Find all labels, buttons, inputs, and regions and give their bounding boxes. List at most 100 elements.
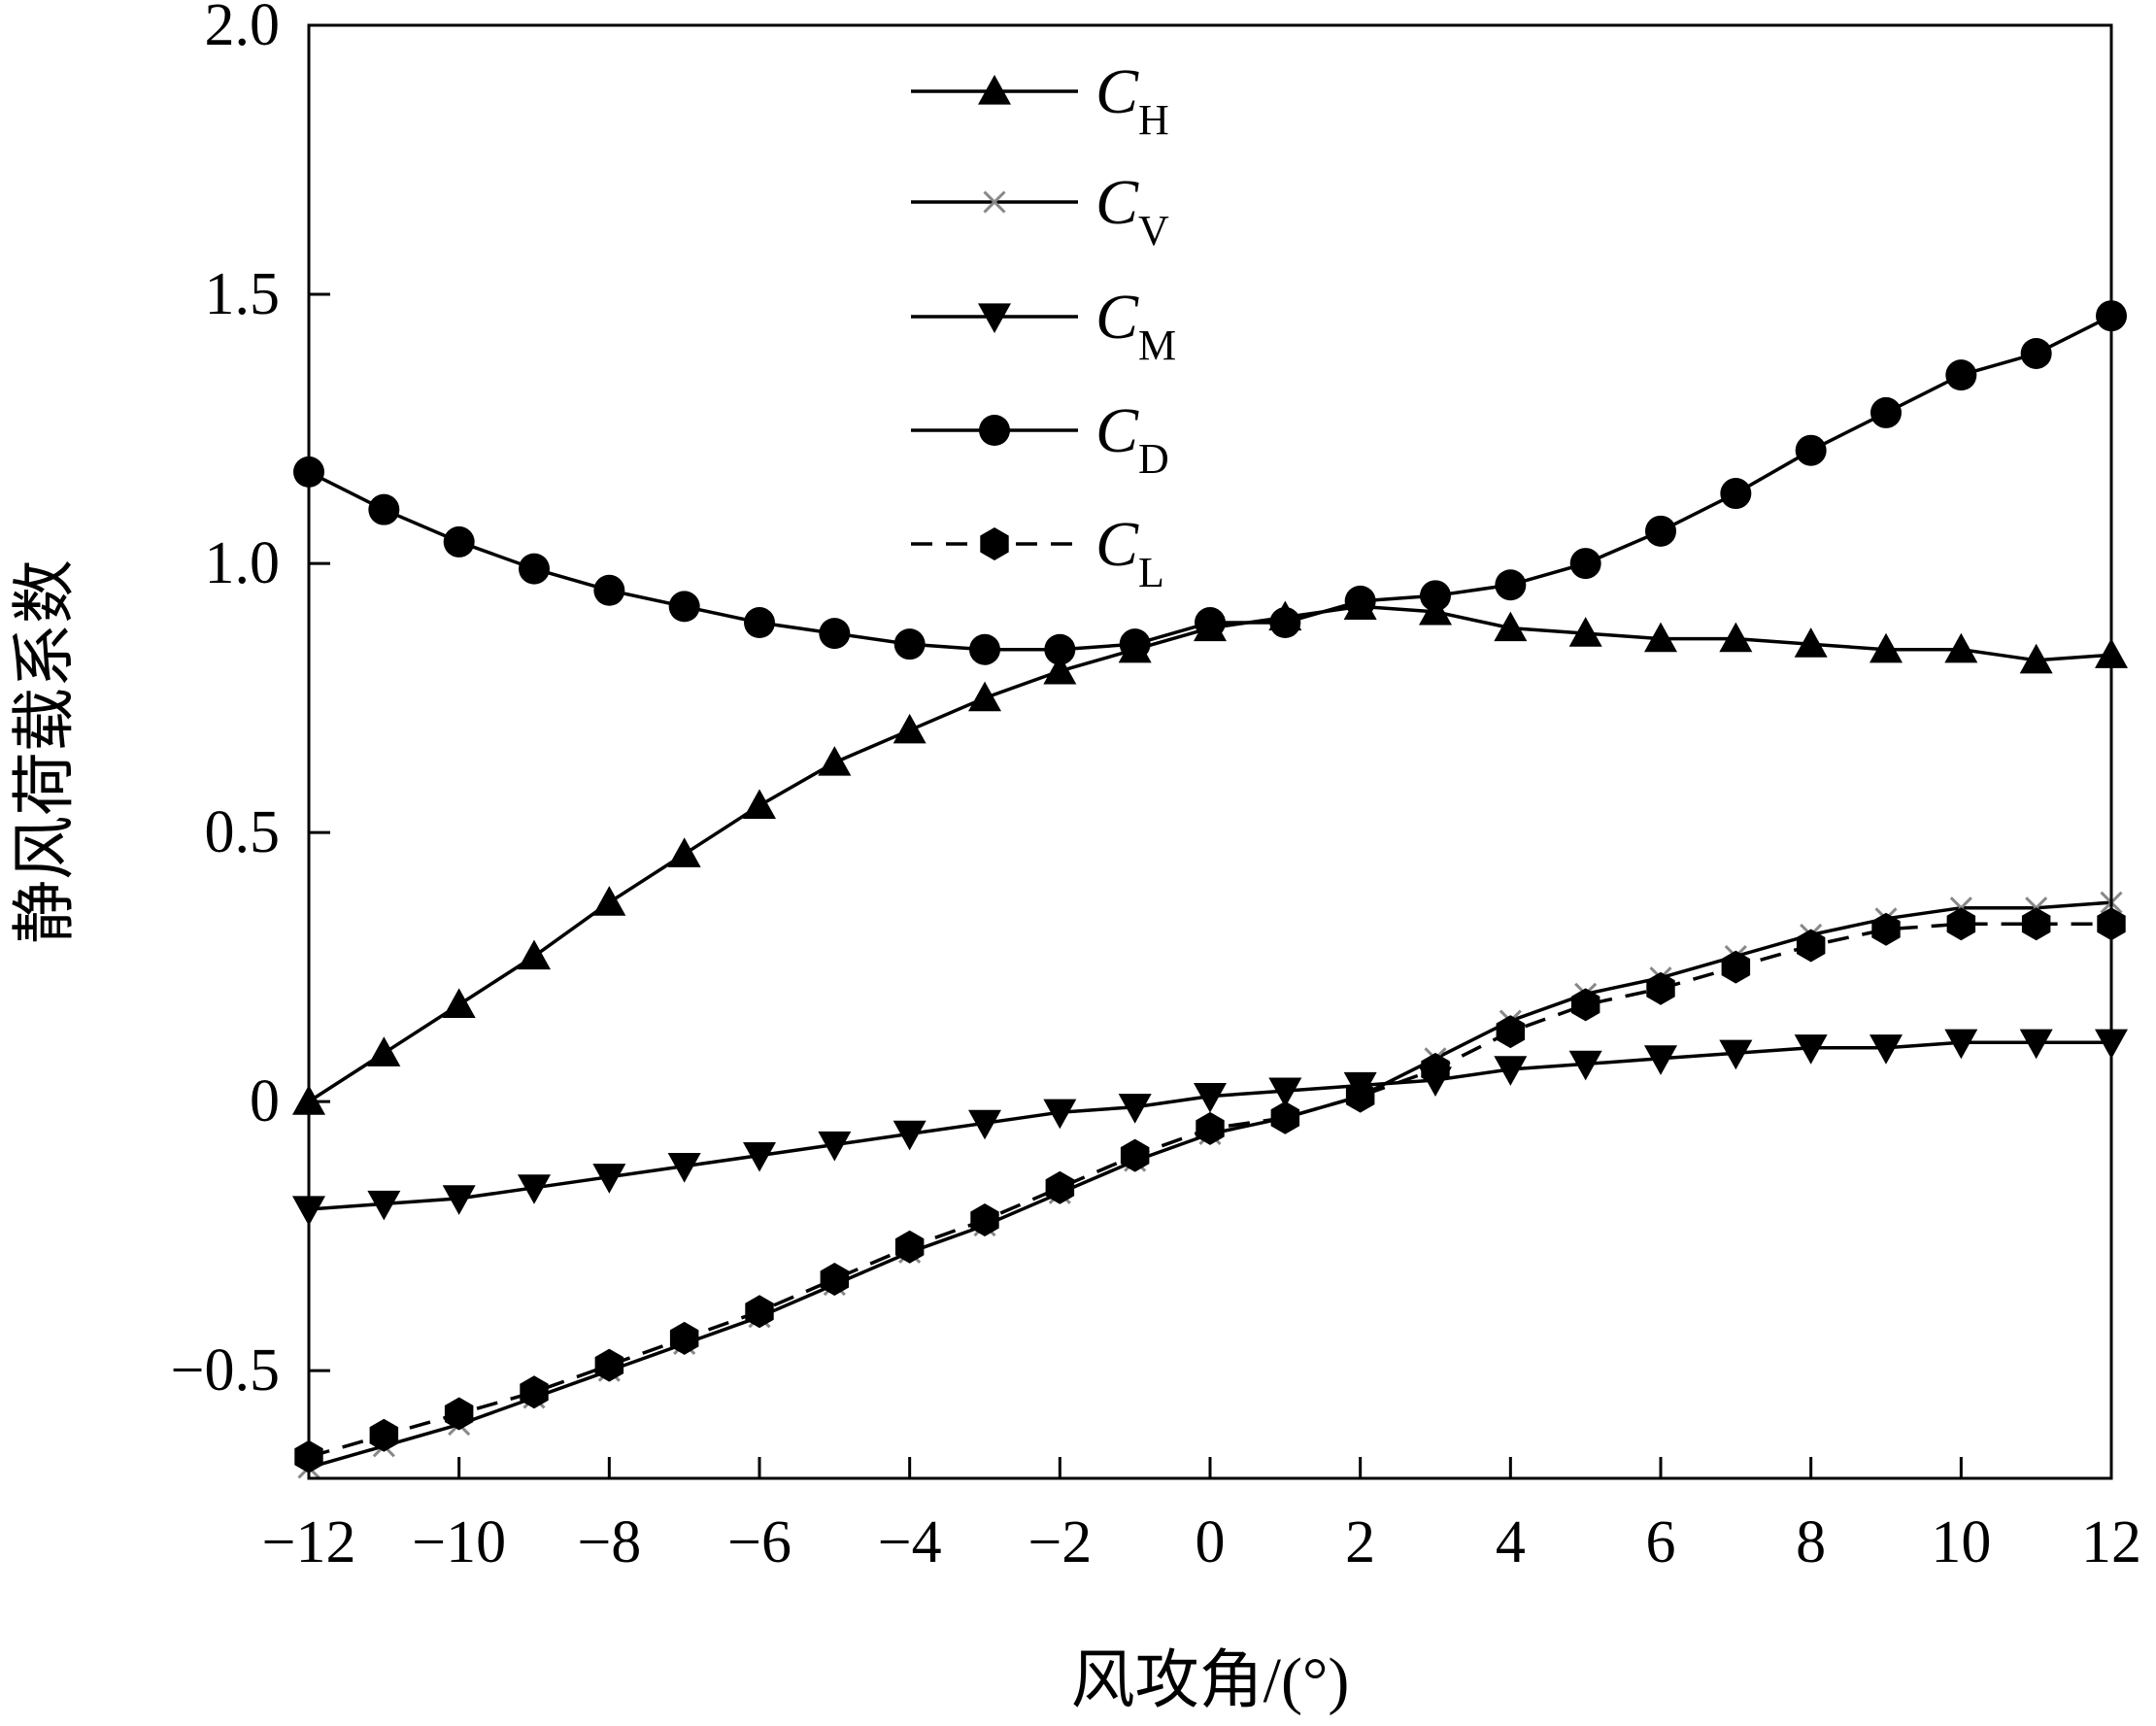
point-c-m <box>1194 1083 1227 1113</box>
point-c-m <box>667 1153 701 1183</box>
point-c-h <box>667 837 701 867</box>
point-c-d <box>1569 548 1601 580</box>
y-tick-label: 1.0 <box>205 530 281 596</box>
point-c-h <box>1719 622 1753 653</box>
legend-item-c-m: CM <box>911 282 1176 369</box>
legend-label-subscript: L <box>1138 549 1164 596</box>
point-c-h <box>2019 643 2053 674</box>
point-c-l <box>1120 1138 1150 1172</box>
point-c-h <box>1568 617 1602 647</box>
legend-item-c-d: CD <box>911 395 1169 483</box>
point-c-l <box>1946 907 1976 941</box>
point-c-m <box>1644 1045 1677 1075</box>
point-c-h <box>743 789 776 820</box>
point-c-m <box>1268 1077 1302 1108</box>
y-tick-label: 2.0 <box>205 0 281 58</box>
series-c-d <box>293 300 2127 665</box>
series-line-c-h <box>308 604 2112 1103</box>
point-c-l <box>1721 950 1751 984</box>
point-c-h <box>818 746 852 776</box>
point-c-m <box>2019 1029 2053 1060</box>
legend-item-c-l: CL <box>911 509 1164 596</box>
plot-frame <box>307 23 2113 1480</box>
point-c-m <box>367 1190 401 1221</box>
point-c-d <box>1344 585 1376 617</box>
series-c-h <box>292 590 2128 1115</box>
point-c-l <box>520 1375 549 1409</box>
point-c-d <box>744 607 775 639</box>
point-c-m <box>893 1120 926 1151</box>
series-c-m <box>292 1029 2128 1226</box>
point-c-m <box>592 1164 626 1194</box>
legend-label-subscript: M <box>1138 322 1176 369</box>
point-c-m <box>1118 1094 1152 1124</box>
x-tick-label: −4 <box>878 1509 942 1575</box>
series-c-l <box>294 907 2126 1473</box>
point-c-h <box>1944 632 1978 663</box>
point-c-h <box>1494 611 1528 642</box>
point-c-l <box>1871 912 1901 946</box>
series-c-v <box>297 891 2123 1479</box>
legend-item-c-v: CV <box>911 167 1169 254</box>
point-c-l <box>444 1397 474 1431</box>
legend-marker-c-d <box>979 415 1010 446</box>
point-c-m <box>1794 1034 1828 1065</box>
point-c-l <box>1421 1052 1450 1086</box>
point-c-m <box>818 1131 852 1162</box>
point-c-h <box>592 886 626 916</box>
legend-label: CM <box>1095 282 1176 369</box>
x-tick-label: −10 <box>412 1509 506 1575</box>
point-c-m <box>442 1185 476 1215</box>
point-c-d <box>1795 434 1827 466</box>
point-c-l <box>1045 1170 1075 1204</box>
x-tick-label: 0 <box>1196 1509 1226 1575</box>
legend-label: CL <box>1095 509 1164 596</box>
point-c-d <box>1119 628 1151 660</box>
x-tick-label: −2 <box>1027 1509 1092 1575</box>
x-tick-label: 8 <box>1796 1509 1826 1575</box>
point-c-d <box>1195 607 1226 639</box>
point-c-d <box>668 591 700 623</box>
point-c-m <box>1870 1034 1903 1065</box>
legend: CH CV CM CD CL <box>911 56 1176 596</box>
point-c-d <box>969 633 1000 665</box>
point-c-l <box>1496 1015 1526 1049</box>
y-tick-label: 0.5 <box>205 799 281 865</box>
point-c-d <box>368 493 400 525</box>
x-tick-label: −6 <box>727 1509 792 1575</box>
legend-marker-c-v <box>983 190 1006 214</box>
point-c-l <box>1196 1111 1225 1145</box>
point-c-h <box>1794 627 1828 658</box>
point-c-l <box>894 1230 925 1264</box>
point-c-l <box>369 1418 399 1452</box>
point-c-d <box>1495 569 1527 601</box>
legend-label: CH <box>1095 56 1169 144</box>
point-c-m <box>1043 1099 1077 1130</box>
legend-marker-c-h <box>978 75 1011 105</box>
point-c-d <box>1720 478 1752 510</box>
x-axis-title: 风攻角/(°) <box>1071 1645 1350 1716</box>
x-tick-label: 2 <box>1345 1509 1375 1575</box>
x-tick-label: 12 <box>2081 1509 2141 1575</box>
point-c-l <box>1570 988 1600 1022</box>
legend-label-subscript: V <box>1138 207 1169 254</box>
point-c-d <box>1269 607 1301 639</box>
point-c-d <box>1945 359 1977 391</box>
point-c-h <box>1644 622 1677 653</box>
point-c-d <box>593 574 625 606</box>
y-axis-title: 静风荷载系数 <box>10 559 81 944</box>
point-c-h <box>442 988 476 1019</box>
point-c-h <box>968 681 1001 712</box>
point-c-m <box>1494 1056 1528 1086</box>
x-tick-label: −8 <box>577 1509 641 1575</box>
legend-item-c-h: CH <box>911 56 1169 144</box>
point-c-d <box>443 525 475 558</box>
point-c-l <box>970 1203 999 1236</box>
point-c-l <box>745 1295 774 1329</box>
point-c-h <box>367 1036 401 1066</box>
legend-label-subscript: D <box>1138 435 1169 483</box>
y-tick-label: −0.5 <box>171 1337 280 1404</box>
point-c-l <box>1345 1079 1375 1113</box>
legend-label-subscript: H <box>1138 96 1169 144</box>
